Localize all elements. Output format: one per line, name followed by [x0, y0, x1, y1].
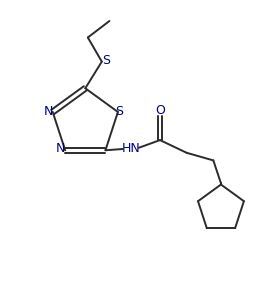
Text: N: N — [56, 143, 65, 155]
Text: HN: HN — [122, 142, 140, 155]
Text: N: N — [43, 106, 53, 118]
Text: O: O — [155, 104, 165, 117]
Text: S: S — [115, 106, 123, 118]
Text: S: S — [102, 54, 110, 67]
